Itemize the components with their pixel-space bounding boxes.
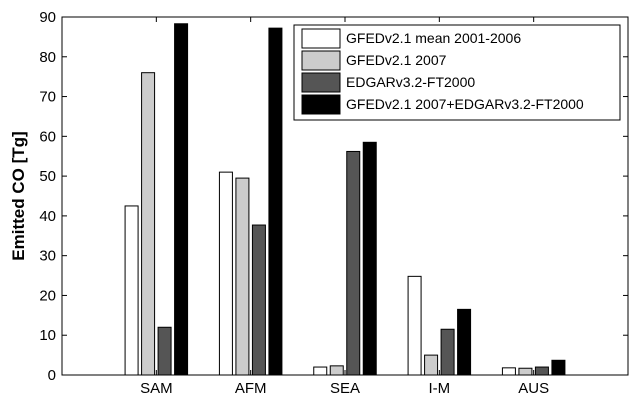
legend-label-edgarv3-2-ft2000: EDGARv3.2-FT2000 <box>346 74 475 90</box>
y-tick-label: 0 <box>48 367 56 384</box>
bar-aus-gfedv2-1-2007 <box>518 367 533 376</box>
bar-aus-gfedv2-1-mean-2001-2006 <box>501 367 516 376</box>
bar-i-m-gfedv2-1-2007-edgarv3-2-ft2000 <box>457 308 472 376</box>
y-tick-label: 80 <box>39 49 56 66</box>
y-tick-label: 50 <box>39 168 56 185</box>
x-tick-label-afm: AFM <box>235 380 267 397</box>
y-tick-label: 20 <box>39 287 56 304</box>
x-tick-label-sam: SAM <box>140 380 173 397</box>
bar-afm-gfedv2-1-2007-edgarv3-2-ft2000 <box>268 27 283 376</box>
bar-afm-edgarv3-2-ft2000 <box>251 224 266 376</box>
x-tick-label-aus: AUS <box>518 380 549 397</box>
y-tick-label: 60 <box>39 128 56 145</box>
bars <box>124 23 566 376</box>
bar-i-m-edgarv3-2-ft2000 <box>440 328 455 376</box>
y-tick-label: 30 <box>39 248 56 265</box>
legend-swatch-gfedv2-1-2007-edgarv3-2-ft2000 <box>301 94 341 115</box>
bar-sea-gfedv2-1-mean-2001-2006 <box>313 366 328 376</box>
bar-sea-edgarv3-2-ft2000 <box>346 150 361 376</box>
legend-swatch-edgarv3-2-ft2000 <box>301 72 341 93</box>
bar-sea-gfedv2-1-2007-edgarv3-2-ft2000 <box>362 141 377 376</box>
legend-label-gfedv2-1-2007-edgarv3-2-ft2000: GFEDv2.1 2007+EDGARv3.2-FT2000 <box>346 96 584 112</box>
legend-label-gfedv2-1-mean-2001-2006: GFEDv2.1 mean 2001-2006 <box>346 30 521 46</box>
bar-sam-gfedv2-1-mean-2001-2006 <box>124 205 139 376</box>
y-tick-label: 70 <box>39 89 56 106</box>
x-tick-label-i-m: I-M <box>428 380 450 397</box>
bar-sam-edgarv3-2-ft2000 <box>157 326 172 376</box>
y-tick-label: 40 <box>39 208 56 225</box>
bar-afm-gfedv2-1-mean-2001-2006 <box>218 171 233 376</box>
legend-label-gfedv2-1-2007: GFEDv2.1 2007 <box>346 52 447 68</box>
legend: GFEDv2.1 mean 2001-2006 GFEDv2.1 2007 EDGA… <box>293 24 621 121</box>
bar-sam-gfedv2-1-2007 <box>141 72 156 376</box>
bar-i-m-gfedv2-1-mean-2001-2006 <box>407 275 422 376</box>
y-axis: 0 10 20 30 40 50 60 70 80 90 <box>39 9 628 384</box>
bar-sea-gfedv2-1-2007 <box>329 365 344 376</box>
legend-swatch-gfedv2-1-mean-2001-2006 <box>301 28 341 49</box>
bar-i-m-gfedv2-1-2007 <box>424 354 439 376</box>
bar-afm-gfedv2-1-2007 <box>235 177 250 376</box>
bar-sam-gfedv2-1-2007-edgarv3-2-ft2000 <box>174 23 189 376</box>
legend-box <box>293 24 621 121</box>
x-axis: SAM AFM SEA I-M AUS <box>140 17 549 397</box>
y-tick-label: 10 <box>39 327 56 344</box>
legend-swatch-gfedv2-1-2007 <box>301 50 341 71</box>
y-tick-label: 90 <box>39 9 56 26</box>
bar-aus-edgarv3-2-ft2000 <box>534 366 549 376</box>
bar-aus-gfedv2-1-2007-edgarv3-2-ft2000 <box>551 359 566 376</box>
x-tick-label-sea: SEA <box>330 380 360 397</box>
y-axis-title: Emitted CO [Tg] <box>9 131 28 260</box>
